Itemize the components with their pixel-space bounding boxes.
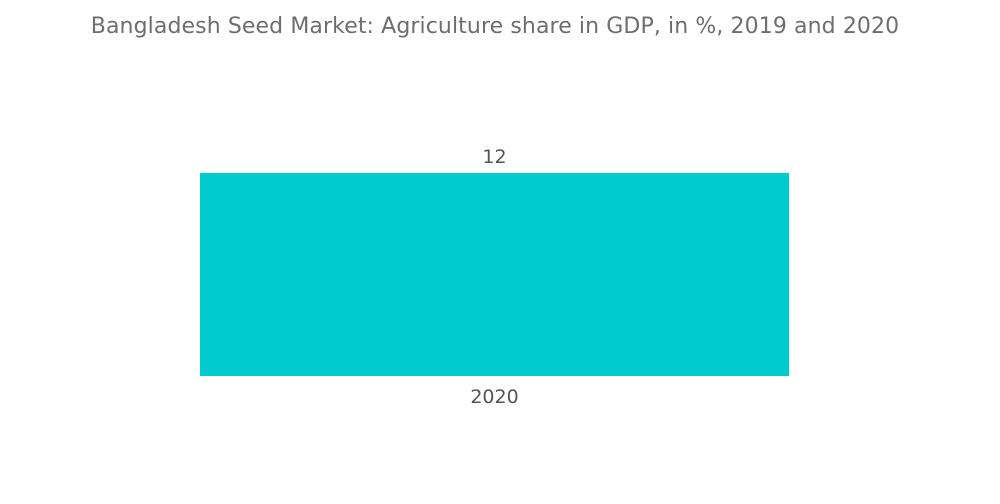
bar-2020 [200,173,789,376]
data-label-2020: 12 [482,146,506,168]
bars-group [200,173,789,376]
x-tick-labels-group: 2020 [470,386,518,408]
chart-title: Bangladesh Seed Market: Agriculture shar… [90,14,900,39]
data-labels-group: 12 [482,146,506,168]
x-tick-label-2020: 2020 [470,386,518,408]
